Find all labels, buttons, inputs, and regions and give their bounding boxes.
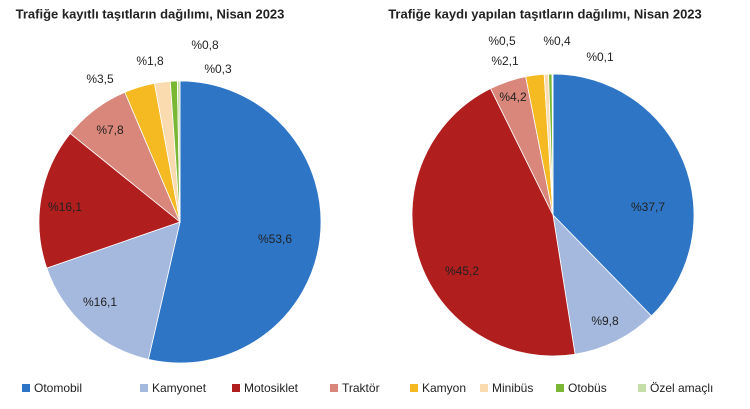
legend-swatch [330, 384, 338, 392]
pie-slice [552, 73, 695, 317]
pie-slice [147, 80, 322, 364]
pie-slice [552, 213, 653, 355]
legend-label: Kamyonet [152, 381, 207, 395]
legend-swatch [480, 384, 488, 392]
data-label: %7,8 [96, 123, 124, 137]
pie-slice [176, 80, 181, 223]
legend-swatch [556, 384, 564, 392]
data-label: %0,3 [204, 62, 232, 76]
legend-swatch [140, 384, 148, 392]
data-label: %45,2 [445, 264, 479, 278]
pie-slice [46, 221, 181, 360]
data-label: %53,6 [258, 232, 292, 246]
data-label: %37,7 [631, 200, 665, 214]
chart-title: Trafiğe kaydı yapılan taşıtların dağılım… [388, 6, 702, 21]
data-label: %0,5 [488, 34, 516, 48]
legend-label: Özel amaçlı [650, 381, 713, 395]
pie-slice [38, 132, 181, 269]
data-label: %16,1 [83, 295, 117, 309]
data-label: %4,2 [499, 90, 527, 104]
legend-label: Otobüs [568, 381, 607, 395]
data-label: %1,8 [136, 54, 164, 68]
legend-label: Traktör [342, 381, 380, 395]
pie-slice [551, 73, 554, 216]
data-label: %0,1 [586, 50, 614, 64]
legend-swatch [410, 384, 418, 392]
data-label: %16,1 [48, 200, 82, 214]
data-label: %3,5 [86, 72, 114, 86]
data-label: %9,8 [591, 314, 619, 328]
legend-label: Minibüs [492, 381, 533, 395]
data-label: %2,1 [491, 54, 519, 68]
legend-swatch [638, 384, 646, 392]
pie-slice [411, 88, 576, 357]
legend-swatch [232, 384, 240, 392]
data-label: %0,4 [543, 34, 571, 48]
legend-label: Kamyon [422, 381, 466, 395]
data-label: %0,8 [191, 38, 219, 52]
chart-title: Trafiğe kayıtlı taşıtların dağılımı, Nis… [16, 6, 285, 21]
legend-swatch [22, 384, 30, 392]
legend-label: Otomobil [34, 381, 82, 395]
legend-label: Motosiklet [244, 381, 299, 395]
